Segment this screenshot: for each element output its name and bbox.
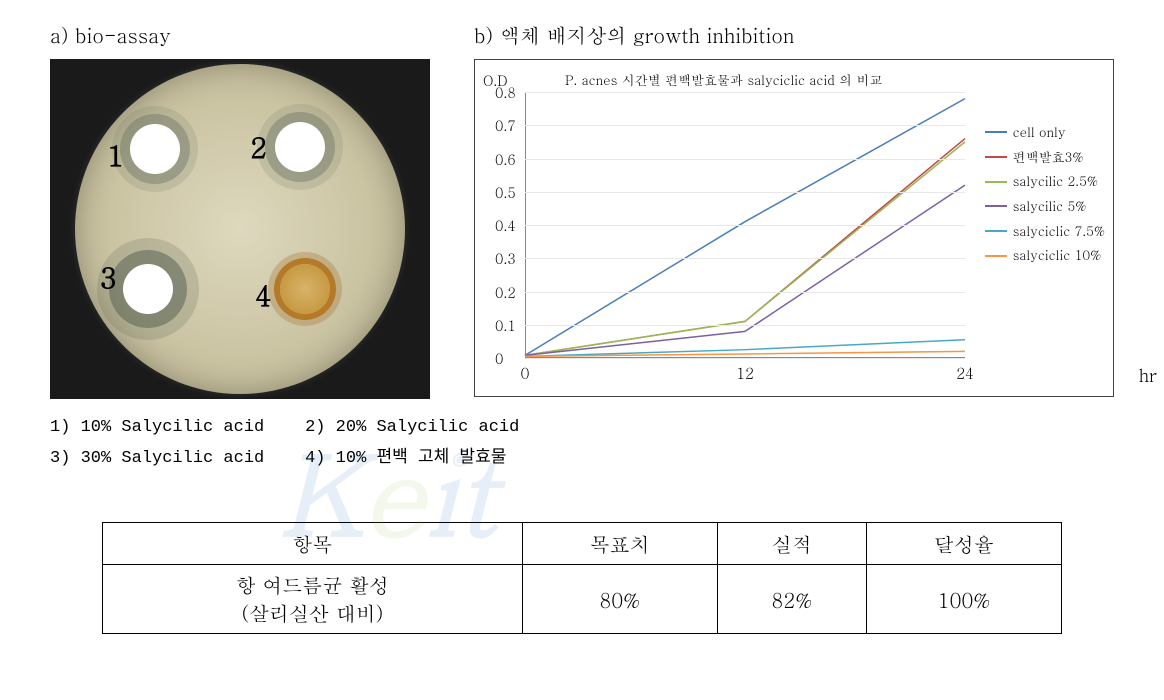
bioassay-legend: 1) 10% Salycilic acid 2) 20% Salycilic a… <box>50 413 1114 474</box>
ytick: 0.3 <box>495 248 516 268</box>
th-target: 목표치 <box>522 523 717 565</box>
legend-swatch <box>985 181 1007 183</box>
well-4 <box>280 264 330 314</box>
table-row: 항 여드름균 활성 (살리실산 대비) 80% 82% 100% <box>103 565 1062 634</box>
td-target: 80% <box>522 565 717 634</box>
td-item: 항 여드름균 활성 (살리실산 대비) <box>103 565 523 634</box>
panel-a: a) bio-assay 1 2 3 4 <box>50 20 454 399</box>
panel-b-title: b) 액체 배지상의 growth inhibition <box>474 20 1114 49</box>
legend-label: salycilic 2.5% <box>1013 169 1098 194</box>
chart-legend: cell only편백발효3%salycilic 2.5%salycilic 5… <box>985 120 1105 268</box>
legend-label: salyciclic 10% <box>1013 243 1102 268</box>
ytick: 0.5 <box>495 182 516 202</box>
legend-item: salycilic 5% <box>985 194 1105 219</box>
ytick: 0.2 <box>495 282 516 302</box>
legend-label: 편백발효3% <box>1013 145 1084 170</box>
legend-swatch <box>985 156 1007 158</box>
legend-swatch <box>985 131 1007 133</box>
td-actual: 82% <box>717 565 866 634</box>
panel-a-title: a) bio-assay <box>50 20 454 49</box>
th-item: 항목 <box>103 523 523 565</box>
well-label-2: 2 <box>250 126 267 166</box>
legend-swatch <box>985 255 1007 257</box>
table-header-row: 항목 목표치 실적 달성율 <box>103 523 1062 565</box>
legend-4: 4) 10% 편백 고체 발효물 <box>305 444 506 475</box>
xtick: 0 <box>521 363 530 384</box>
well-1 <box>130 124 180 174</box>
legend-swatch <box>985 205 1007 207</box>
xtick: 24 <box>956 363 974 384</box>
chart-xlabel: hr <box>1139 363 1157 388</box>
legend-swatch <box>985 230 1007 232</box>
well-3 <box>123 264 173 314</box>
legend-label: salycilic 5% <box>1013 194 1087 219</box>
legend-label: cell only <box>1013 120 1066 145</box>
ytick: 0 <box>495 348 503 368</box>
petri-dish: 1 2 3 4 <box>75 64 405 394</box>
legend-item: salyciclic 10% <box>985 243 1105 268</box>
th-achieve: 달성율 <box>866 523 1061 565</box>
legend-item: salyciclic 7.5% <box>985 219 1105 244</box>
td-achieve: 100% <box>866 565 1061 634</box>
ytick: 0.6 <box>495 149 516 169</box>
legend-item: salycilic 2.5% <box>985 169 1105 194</box>
well-label-1: 1 <box>107 134 124 174</box>
ytick: 0.8 <box>495 82 516 102</box>
td-item-l2: (살리실산 대비) <box>242 598 384 627</box>
ytick: 0.1 <box>495 315 516 335</box>
ytick: 0.4 <box>495 215 516 235</box>
ytick: 0.7 <box>495 115 516 135</box>
top-row: a) bio-assay 1 2 3 4 b) 액체 배지상의 growth i… <box>50 20 1114 399</box>
well-2 <box>275 122 325 172</box>
legend-item: cell only <box>985 120 1105 145</box>
legend-label: salyciclic 7.5% <box>1013 219 1105 244</box>
td-item-l1: 항 여드름균 활성 <box>236 570 389 599</box>
chart-subtitle: P. acnes 시간별 편백발효물과 salyciclic acid 의 비교 <box>565 70 882 89</box>
legend-item: 편백발효3% <box>985 145 1105 170</box>
th-actual: 실적 <box>717 523 866 565</box>
legend-1: 1) 10% Salycilic acid <box>50 413 264 444</box>
legend-2: 2) 20% Salycilic acid <box>305 413 519 444</box>
petri-image: 1 2 3 4 <box>50 59 430 399</box>
result-table: 항목 목표치 실적 달성율 항 여드름균 활성 (살리실산 대비) 80% 82… <box>102 522 1062 634</box>
xtick: 12 <box>736 363 754 384</box>
well-label-4: 4 <box>255 274 272 314</box>
chart-plot-area <box>525 92 965 358</box>
panel-b: b) 액체 배지상의 growth inhibition O.D P. acne… <box>474 20 1114 399</box>
legend-3: 3) 30% Salycilic acid <box>50 444 264 475</box>
growth-chart: O.D P. acnes 시간별 편백발효물과 salyciclic acid … <box>474 59 1114 397</box>
well-label-3: 3 <box>100 256 117 296</box>
